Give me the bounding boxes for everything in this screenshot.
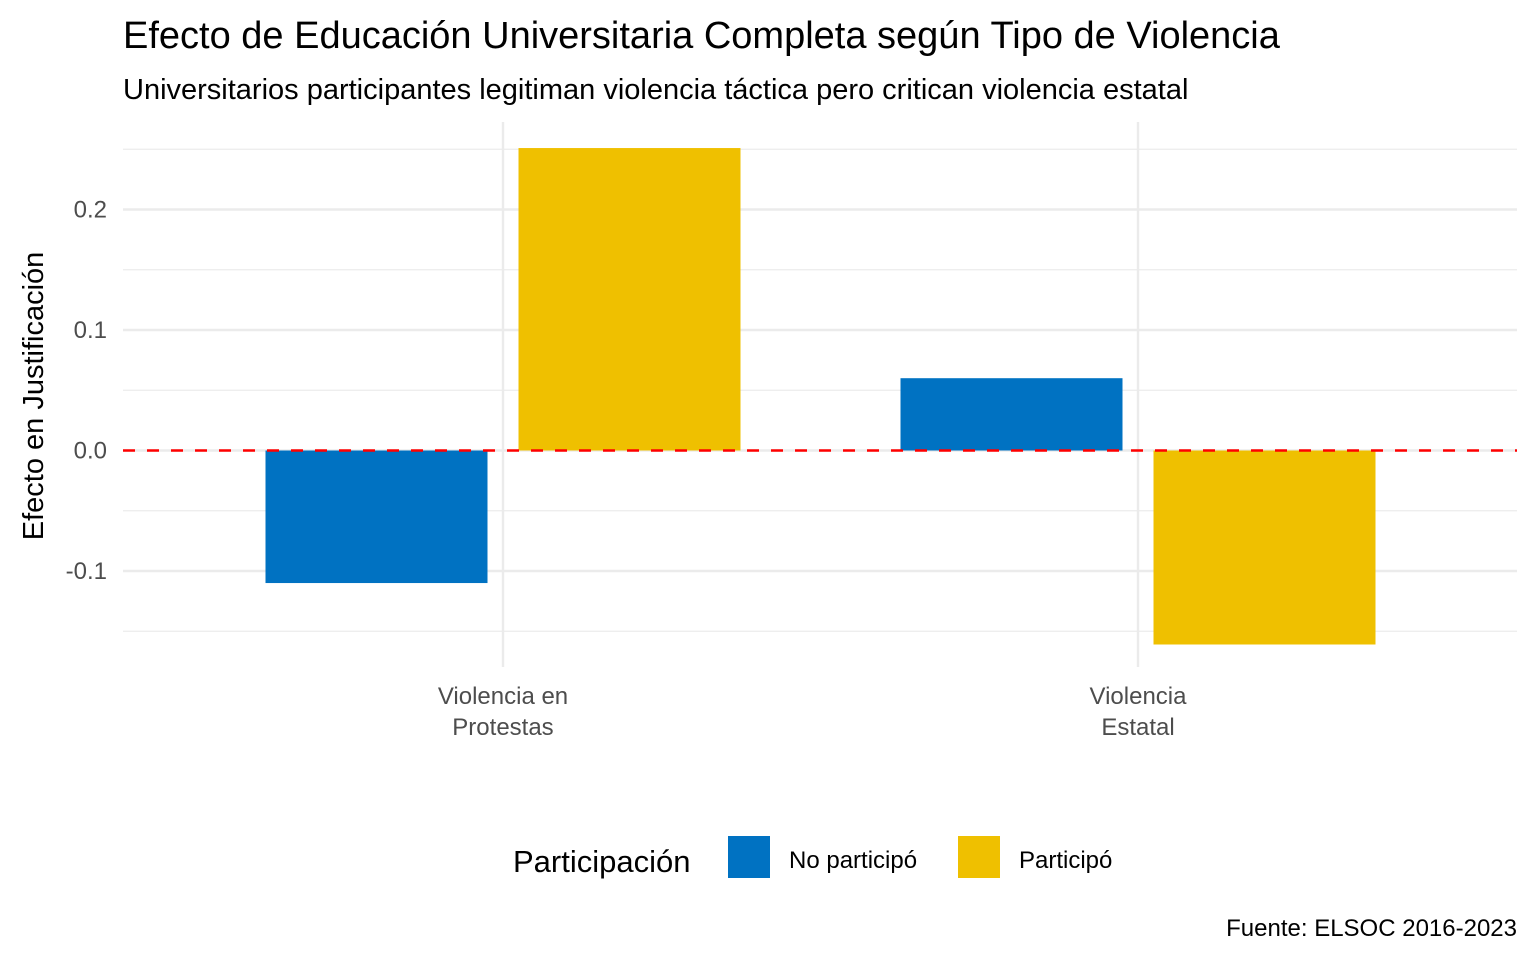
legend: Participación No participó Participó: [513, 836, 1112, 879]
chart-subtitle: Universitarios participantes legitiman v…: [123, 74, 1188, 106]
bar-no-participo-protestas: [265, 450, 488, 584]
x-tick-label: Estatal: [1101, 714, 1174, 741]
bar-participo-estatal: [1153, 450, 1376, 645]
x-tick-label: Violencia: [1090, 683, 1188, 710]
legend-label: No participó: [789, 847, 917, 874]
x-axis-ticks: Violencia en Protestas Violencia Estatal: [438, 683, 1187, 741]
legend-key-participo: [958, 836, 1000, 878]
legend-label: Participó: [1019, 847, 1112, 874]
y-axis-label: Efecto en Justificación: [18, 252, 50, 541]
y-tick-label: -0.1: [66, 558, 107, 585]
x-tick-label: Violencia en: [438, 683, 568, 710]
legend-title: Participación: [513, 844, 690, 879]
bars: [265, 148, 1376, 645]
bar-participo-protestas: [518, 148, 741, 451]
y-axis-ticks: -0.1 0.0 0.1 0.2: [66, 197, 107, 586]
bar-no-participo-estatal: [900, 378, 1123, 451]
caption: Fuente: ELSOC 2016-2023: [1226, 915, 1517, 942]
y-tick-label: 0.2: [74, 197, 107, 224]
y-tick-label: 0.0: [74, 438, 107, 465]
legend-key-no-participo: [728, 836, 770, 878]
x-tick-label: Protestas: [452, 714, 553, 741]
chart-title: Efecto de Educación Universitaria Comple…: [123, 15, 1281, 57]
y-tick-label: 0.1: [74, 317, 107, 344]
